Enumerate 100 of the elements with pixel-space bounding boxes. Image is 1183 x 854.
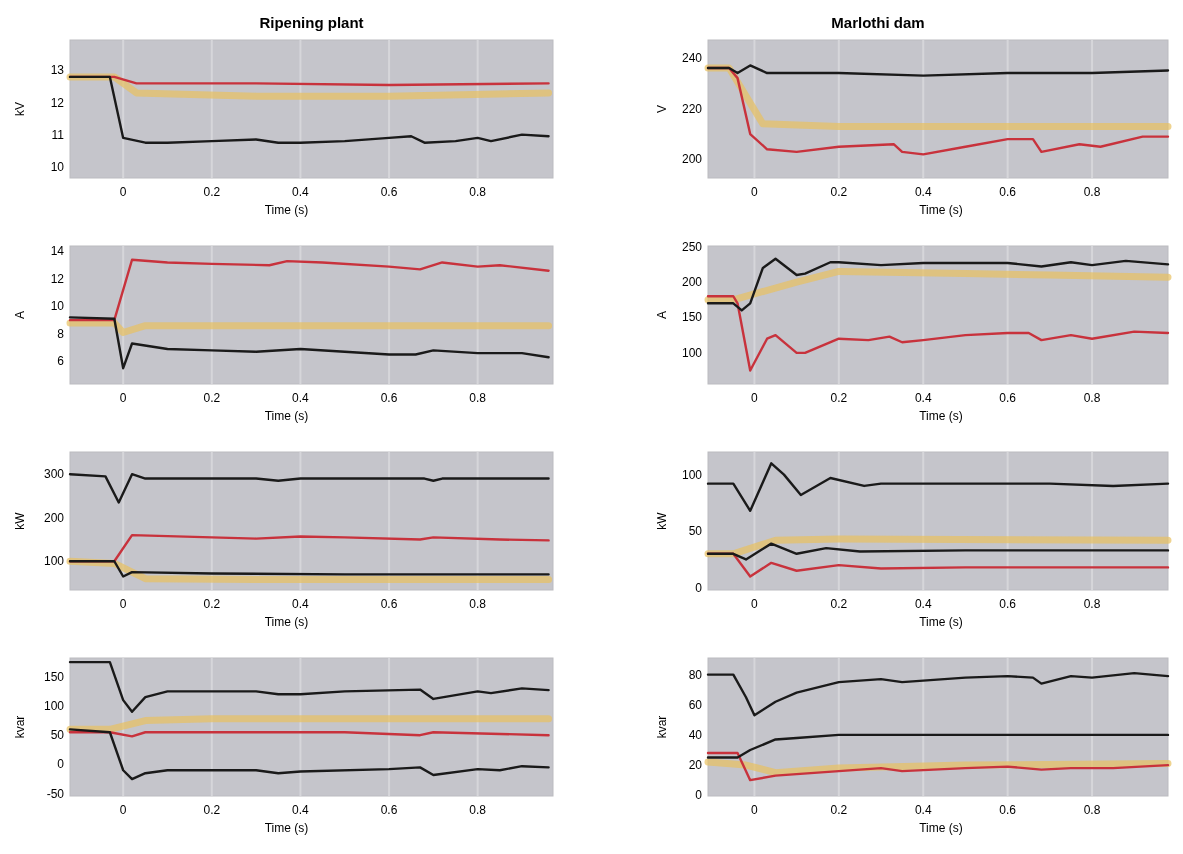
y-tick-label: 250 <box>681 239 703 254</box>
line-series <box>706 295 1170 372</box>
chart-title: Ripening plant <box>259 14 364 31</box>
x-tick-label: 0.6 <box>999 597 1017 611</box>
x-tick-label: 0.2 <box>830 803 848 817</box>
line-series <box>68 473 550 504</box>
line-series <box>706 462 1170 513</box>
x-axis-title: Time (s) <box>264 821 309 835</box>
y-tick-label: 100 <box>681 467 703 482</box>
x-tick-label: 0 <box>119 185 127 199</box>
x-tick-label: 0 <box>751 185 759 199</box>
y-tick-label: 50 <box>50 728 65 743</box>
x-tick-label: 0.4 <box>292 391 310 405</box>
y-tick-label: 0 <box>57 757 65 772</box>
line-series <box>68 728 550 781</box>
line-series <box>706 542 1170 561</box>
line-series <box>68 660 550 713</box>
x-tick-label: 0.6 <box>999 185 1017 199</box>
x-axis-title: Time (s) <box>264 615 309 629</box>
x-tick-label: 0.8 <box>1083 391 1101 405</box>
y-tick-label: 40 <box>688 727 703 742</box>
x-axis-title: Time (s) <box>919 615 963 629</box>
y-axis-title: kV <box>13 101 27 117</box>
x-axis-title: Time (s) <box>919 821 963 835</box>
x-tick-label: 0.2 <box>203 391 221 405</box>
y-tick-label: 150 <box>681 310 703 325</box>
x-tick-label: 0.6 <box>999 391 1017 405</box>
y-tick-label: 10 <box>50 299 65 314</box>
x-tick-label: 0.2 <box>203 185 221 199</box>
x-tick-label: 0.2 <box>830 597 848 611</box>
x-tick-label: 0.8 <box>469 391 487 405</box>
y-axis-title: kW <box>13 511 27 530</box>
line-series <box>68 258 550 322</box>
y-tick-label: 11 <box>51 127 65 142</box>
line-series <box>68 560 550 578</box>
x-tick-label: 0.6 <box>999 803 1017 817</box>
y-tick-label: 12 <box>50 95 65 110</box>
y-tick-label: 100 <box>43 698 65 713</box>
line-series <box>68 75 550 144</box>
x-tick-label: 0.4 <box>914 597 932 611</box>
y-tick-label: 200 <box>43 510 65 525</box>
x-tick-label: 0.2 <box>830 391 848 405</box>
y-tick-label: 50 <box>688 524 703 539</box>
x-tick-label: 0.6 <box>380 391 398 405</box>
y-tick-label: 13 <box>50 63 65 78</box>
x-tick-label: 0.4 <box>914 185 932 199</box>
y-tick-label: 0 <box>695 788 703 803</box>
x-tick-label: 0.6 <box>380 803 398 817</box>
y-tick-label: 8 <box>57 326 65 341</box>
y-tick-label: 100 <box>43 554 65 569</box>
y-tick-label: 80 <box>688 667 703 682</box>
y-axis-title: V <box>655 104 669 114</box>
y-axis-title: A <box>13 310 27 320</box>
y-tick-label: 220 <box>681 101 703 116</box>
y-tick-label: 200 <box>681 275 703 290</box>
y-tick-label: 0 <box>695 580 703 595</box>
x-tick-label: 0.8 <box>1083 803 1101 817</box>
line-series <box>706 64 1170 77</box>
x-tick-label: 0.8 <box>469 597 487 611</box>
y-axis-title: A <box>655 310 669 320</box>
y-axis-title: kvar <box>655 715 669 739</box>
x-tick-label: 0.4 <box>914 391 932 405</box>
x-tick-label: 0.2 <box>203 597 221 611</box>
x-tick-label: 0.8 <box>1083 597 1101 611</box>
y-tick-label: 60 <box>688 697 703 712</box>
y-tick-label: 150 <box>43 669 65 684</box>
x-tick-label: 0.6 <box>380 185 398 199</box>
line-series <box>706 257 1170 312</box>
x-axis-title: Time (s) <box>919 203 963 217</box>
x-tick-label: 0.2 <box>830 185 848 199</box>
line-series <box>706 751 1170 782</box>
y-axis-title: kW <box>655 511 669 530</box>
line-series <box>68 316 550 370</box>
x-tick-label: 0 <box>119 597 127 611</box>
x-tick-label: 0.6 <box>380 597 398 611</box>
y-tick-label: 100 <box>681 345 703 360</box>
y-tick-label: 20 <box>688 758 703 773</box>
x-tick-label: 0.4 <box>292 185 310 199</box>
y-tick-label: 14 <box>50 244 65 259</box>
x-tick-label: 0.4 <box>914 803 932 817</box>
x-tick-label: 0.2 <box>203 803 221 817</box>
y-axis-title: kvar <box>13 715 27 739</box>
x-axis-title: Time (s) <box>264 409 309 423</box>
x-tick-label: 0 <box>119 391 127 405</box>
x-tick-label: 0.8 <box>1083 185 1101 199</box>
x-axis-title: Time (s) <box>264 203 309 217</box>
chart-title: Marlothi dam <box>831 14 925 31</box>
y-tick-label: 240 <box>681 50 703 65</box>
x-tick-label: 0 <box>751 391 759 405</box>
line-series <box>706 733 1170 759</box>
y-tick-label: -50 <box>46 786 65 801</box>
y-tick-label: 300 <box>43 467 65 482</box>
x-tick-label: 0.8 <box>469 185 487 199</box>
y-tick-label: 6 <box>57 354 65 369</box>
y-tick-label: 200 <box>681 152 703 167</box>
x-tick-label: 0.4 <box>292 597 310 611</box>
y-tick-label: 10 <box>50 159 65 174</box>
line-series <box>706 671 1170 717</box>
y-tick-label: 12 <box>50 271 65 286</box>
x-tick-label: 0.4 <box>292 803 310 817</box>
